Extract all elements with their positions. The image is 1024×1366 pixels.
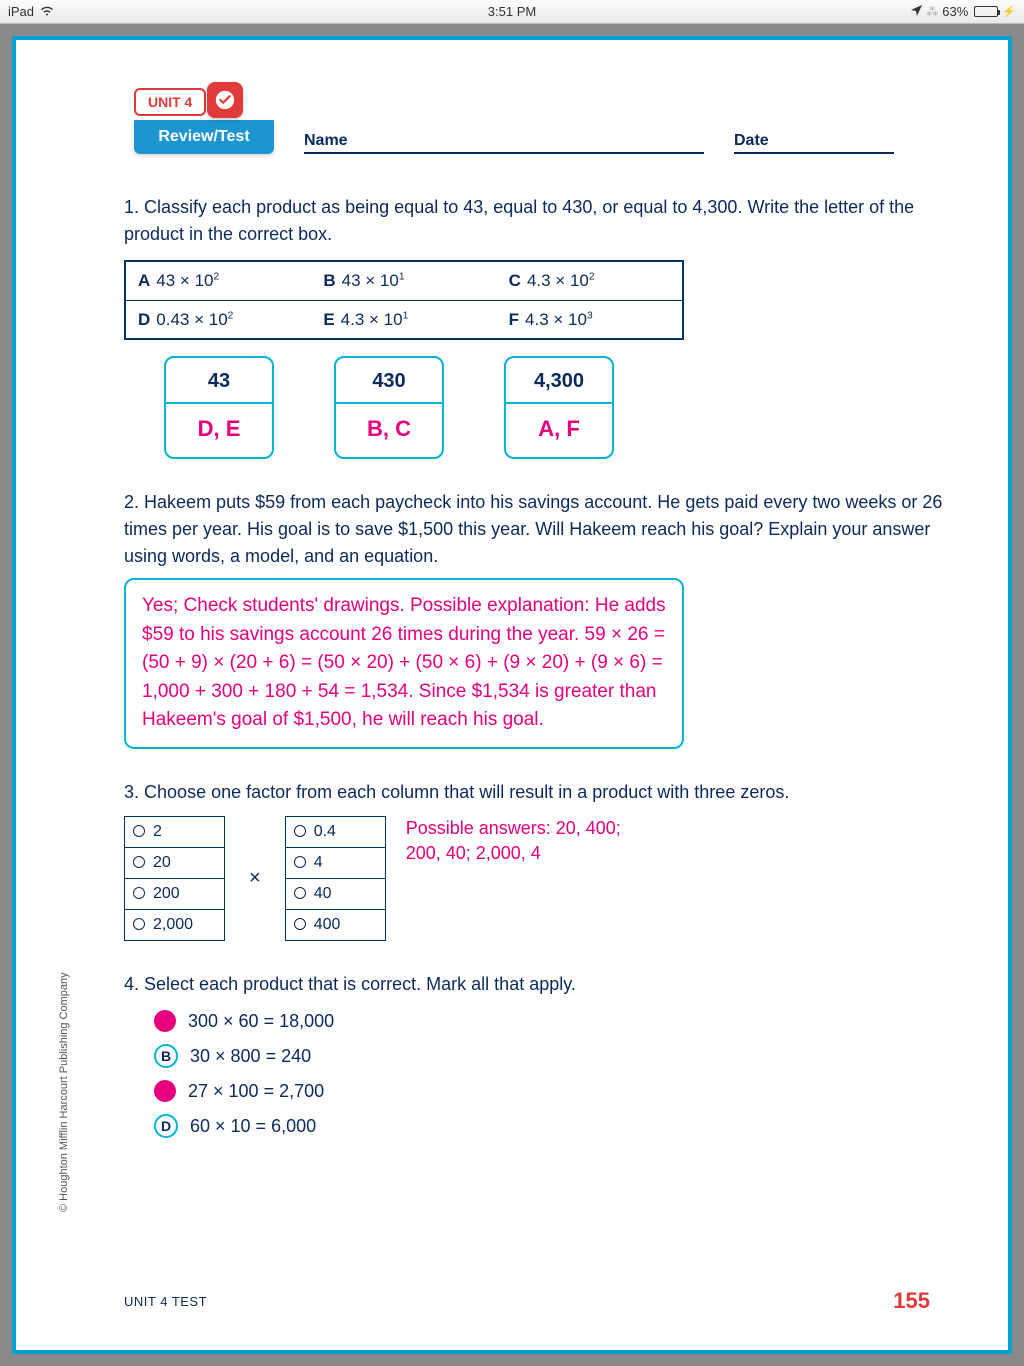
q4-eq: 300 × 60 = 18,000 [188,1008,334,1035]
date-field[interactable]: Date [734,132,894,154]
q3-col1: 2 20 200 2,000 [124,816,225,941]
dot-letter-icon[interactable]: D [154,1114,178,1138]
page-container: UNIT 4 Review/Test Name Date 1. Classify… [12,36,1012,1354]
unit-chip: UNIT 4 [134,88,206,116]
q4-eq: 27 × 100 = 2,700 [188,1078,324,1105]
q3-opt[interactable]: 4 [285,847,385,878]
q1-num: 1. [124,197,139,217]
footer-left: UNIT 4 TEST [124,1294,207,1309]
status-bar: iPad 3:51 PM ⁂ 63% ⚡ [0,0,1024,24]
q3-col2: 0.4 4 40 400 [285,816,386,941]
charging-icon: ⚡ [1002,5,1016,18]
ans-content: B, C [336,412,442,445]
question-3: 3. Choose one factor from each column th… [124,779,950,941]
q3-text: Choose one factor from each column that … [144,782,789,802]
radio-icon[interactable] [294,918,306,930]
opt-label: 40 [314,885,332,902]
q4-item[interactable]: D 60 × 10 = 6,000 [154,1113,950,1140]
ans-box-430: 430 B, C [334,356,444,459]
opt-label: 2 [153,823,162,840]
q4-item[interactable]: 27 × 100 = 2,700 [154,1078,950,1105]
opt-label: 20 [153,854,171,871]
mult-sign: × [245,863,265,893]
q4-item[interactable]: 300 × 60 = 18,000 [154,1008,950,1035]
ans-box-43: 43 D, E [164,356,274,459]
q3-num: 3. [124,782,139,802]
q3-opt[interactable]: 0.4 [285,816,385,847]
header-row: UNIT 4 Review/Test Name Date [134,78,950,154]
q4-num: 4. [124,974,139,994]
q4-eq: 30 × 800 = 240 [190,1043,311,1070]
location-icon [911,4,922,19]
q3-factor-row: 2 20 200 2,000 × 0.4 4 40 400 Possible a… [124,816,950,941]
question-1: 1. Classify each product as being equal … [124,194,950,459]
expr-E: E4.3 × 101 [311,301,496,339]
q4-eq: 60 × 10 = 6,000 [190,1113,316,1140]
radio-icon[interactable] [294,825,306,837]
q4-item[interactable]: B 30 × 800 = 240 [154,1043,950,1070]
status-time: 3:51 PM [488,4,536,19]
q3-opt[interactable]: 400 [285,909,385,940]
battery-pct: 63% [942,4,968,19]
q1-text: Classify each product as being equal to … [124,197,914,244]
q2-answer-box: Yes; Check students' drawings. Possible … [124,578,684,749]
opt-label: 200 [153,885,180,902]
page-inner: UNIT 4 Review/Test Name Date 1. Classify… [34,58,990,1332]
q3-opt[interactable]: 2 [125,816,225,847]
expr-A: A43 × 102 [126,262,311,301]
dot-filled-icon[interactable] [154,1080,176,1102]
expr-F: F4.3 × 103 [497,301,682,339]
q1-expr-table: A43 × 102 B43 × 101 C4.3 × 102 D0.43 × 1… [124,260,684,340]
page-number: 155 [893,1288,930,1314]
review-tab: Review/Test [134,120,274,154]
ans-header: 43 [166,366,272,404]
ans-content: A, F [506,412,612,445]
radio-icon[interactable] [133,825,145,837]
ans-box-4300: 4,300 A, F [504,356,614,459]
q1-answer-boxes: 43 D, E 430 B, C 4,300 A, F [164,356,950,459]
q2-num: 2. [124,492,139,512]
bluetooth-icon: ⁂ [926,5,938,19]
device-label: iPad [8,4,34,19]
expr-D: D0.43 × 102 [126,301,311,339]
unit-badge: UNIT 4 Review/Test [134,78,274,154]
q3-opt[interactable]: 40 [285,878,385,909]
opt-label: 2,000 [153,916,193,933]
date-label: Date [734,132,894,154]
ans-header: 430 [336,366,442,404]
opt-label: 0.4 [314,823,336,840]
opt-label: 4 [314,854,323,871]
battery-icon [974,6,998,17]
expr-B: B43 × 101 [311,262,496,301]
q4-text: Select each product that is correct. Mar… [144,974,576,994]
radio-icon[interactable] [133,918,145,930]
dot-letter-icon[interactable]: B [154,1044,178,1068]
name-label: Name [304,132,704,154]
radio-icon[interactable] [133,856,145,868]
check-icon [207,82,243,118]
q4-list: 300 × 60 = 18,000 B 30 × 800 = 240 27 × … [154,1008,950,1140]
q3-possible: Possible answers: 20, 400; 200, 40; 2,00… [406,816,656,866]
q3-opt[interactable]: 20 [125,847,225,878]
copyright: © Houghton Mifflin Harcourt Publishing C… [58,972,70,1212]
q3-opt[interactable]: 2,000 [125,909,225,940]
name-field[interactable]: Name [304,132,704,154]
ans-header: 4,300 [506,366,612,404]
radio-icon[interactable] [294,856,306,868]
dot-filled-icon[interactable] [154,1010,176,1032]
radio-icon[interactable] [294,887,306,899]
expr-C: C4.3 × 102 [497,262,682,301]
ans-content: D, E [166,412,272,445]
q3-opt[interactable]: 200 [125,878,225,909]
radio-icon[interactable] [133,887,145,899]
footer: UNIT 4 TEST 155 [124,1288,930,1314]
opt-label: 400 [314,916,341,933]
q2-text: Hakeem puts $59 from each paycheck into … [124,492,942,566]
question-4: 4. Select each product that is correct. … [124,971,950,1140]
wifi-icon [40,4,54,19]
question-2: 2. Hakeem puts $59 from each paycheck in… [124,489,950,749]
